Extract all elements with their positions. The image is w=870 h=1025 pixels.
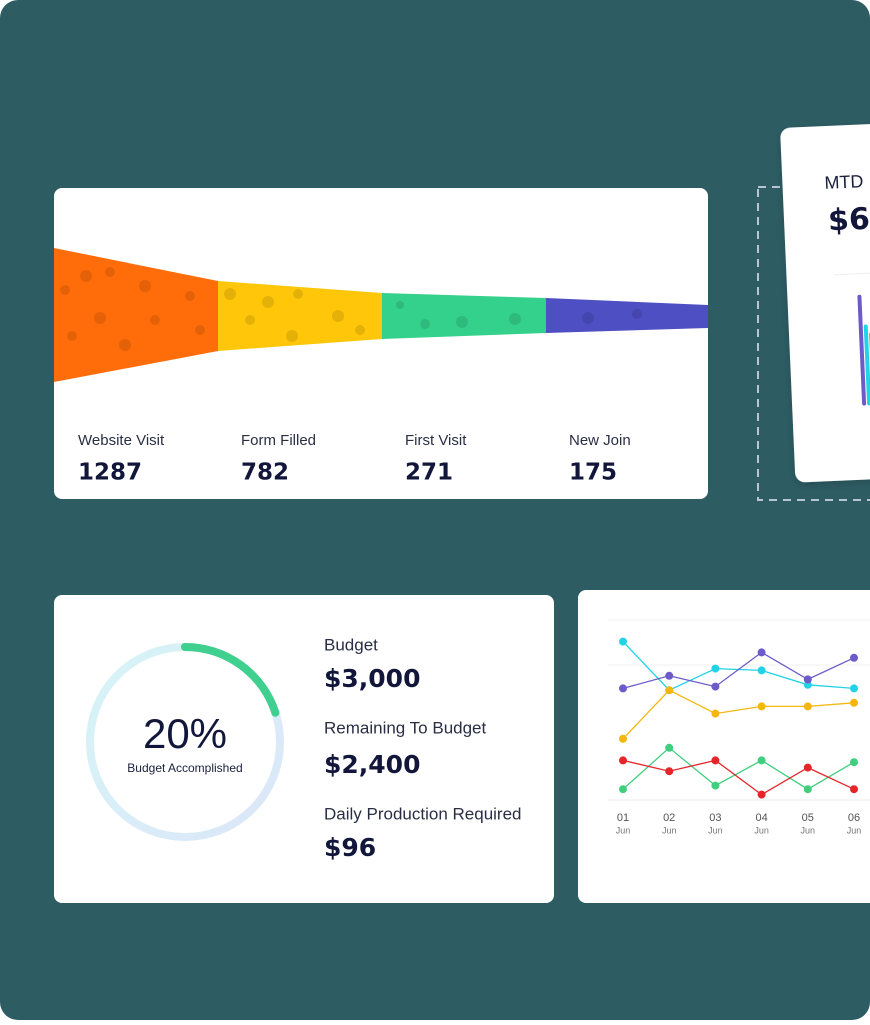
budget-card: [54, 595, 554, 903]
series-point: [711, 756, 720, 765]
series-point: [665, 743, 674, 752]
mtd-amount: $60: [827, 201, 870, 239]
mtd-card-group: MTD $60: [780, 122, 870, 483]
series-point: [803, 785, 812, 794]
series-line: [622, 689, 855, 740]
funnel-texture: [60, 267, 642, 351]
series-point: [850, 653, 858, 662]
series-point: [665, 767, 674, 776]
x-tick-sublabel: Jun: [847, 825, 862, 835]
funnel-segment: [546, 298, 708, 333]
budget-label: Budget: [324, 635, 378, 654]
x-tick-sublabel: Jun: [708, 825, 723, 835]
series-point: [619, 684, 627, 693]
series-point: [850, 698, 858, 707]
series-point: [757, 702, 766, 711]
x-tick-label: 05: [802, 812, 814, 824]
funnel-segment: [382, 293, 546, 339]
x-tick-label: 03: [709, 812, 721, 824]
series-point: [757, 648, 766, 657]
x-tick-label: 06: [848, 812, 860, 824]
budget-label: Remaining To Budget: [324, 718, 487, 737]
series-point: [665, 671, 674, 680]
series-point: [850, 684, 858, 693]
percent-label: 20%: [143, 710, 227, 757]
trend-card: [578, 590, 870, 903]
series-line: [622, 759, 855, 796]
series-line: [622, 651, 855, 690]
x-tick-sublabel: Jun: [616, 825, 631, 835]
x-tick-label: 01: [617, 812, 629, 824]
series-point: [803, 702, 812, 711]
stage-value: 1287: [78, 460, 142, 486]
budget-amount: $2,400: [324, 750, 420, 779]
series-point: [711, 664, 720, 673]
series-point: [757, 756, 766, 765]
series-point: [619, 637, 627, 646]
x-tick-sublabel: Jun: [801, 825, 816, 835]
series-point: [711, 781, 720, 790]
bar-decoration: [857, 294, 867, 406]
x-tick-label: 04: [755, 812, 767, 824]
series-point: [757, 666, 766, 675]
stage-value: 175: [569, 460, 617, 486]
funnel-segment: [54, 248, 218, 382]
stage-value: 271: [405, 460, 453, 486]
budget-amount: $3,000: [324, 664, 420, 693]
series-point: [803, 763, 812, 772]
series-point: [850, 758, 858, 767]
series-point: [757, 790, 766, 799]
percent-caption: Budget Accomplished: [127, 761, 242, 775]
series-point: [850, 785, 858, 794]
stage-value: 782: [241, 460, 289, 486]
mtd-title: MTD: [824, 171, 864, 193]
funnel-segment: [218, 281, 382, 351]
budget-label: Daily Production Required: [324, 804, 522, 823]
stage-label: New Join: [569, 432, 631, 449]
series-point: [711, 709, 720, 718]
budget-amount: $96: [324, 833, 376, 862]
x-tick-sublabel: Jun: [754, 825, 769, 835]
bar-decoration: [863, 324, 870, 406]
series-point: [619, 756, 627, 765]
series-point: [619, 734, 627, 743]
series-point: [665, 686, 674, 695]
series-point: [711, 682, 720, 691]
funnel-card: [54, 188, 708, 499]
stage-label: First Visit: [405, 432, 467, 449]
x-tick-sublabel: Jun: [662, 825, 677, 835]
stage-label: Website Visit: [78, 432, 165, 449]
series-point: [619, 785, 627, 794]
x-tick-label: 02: [663, 812, 675, 824]
series-line: [622, 746, 855, 790]
grid-line: [834, 271, 870, 276]
series-point: [803, 675, 812, 684]
stage-label: Form Filled: [241, 432, 316, 449]
progress-arc: [86, 643, 284, 841]
